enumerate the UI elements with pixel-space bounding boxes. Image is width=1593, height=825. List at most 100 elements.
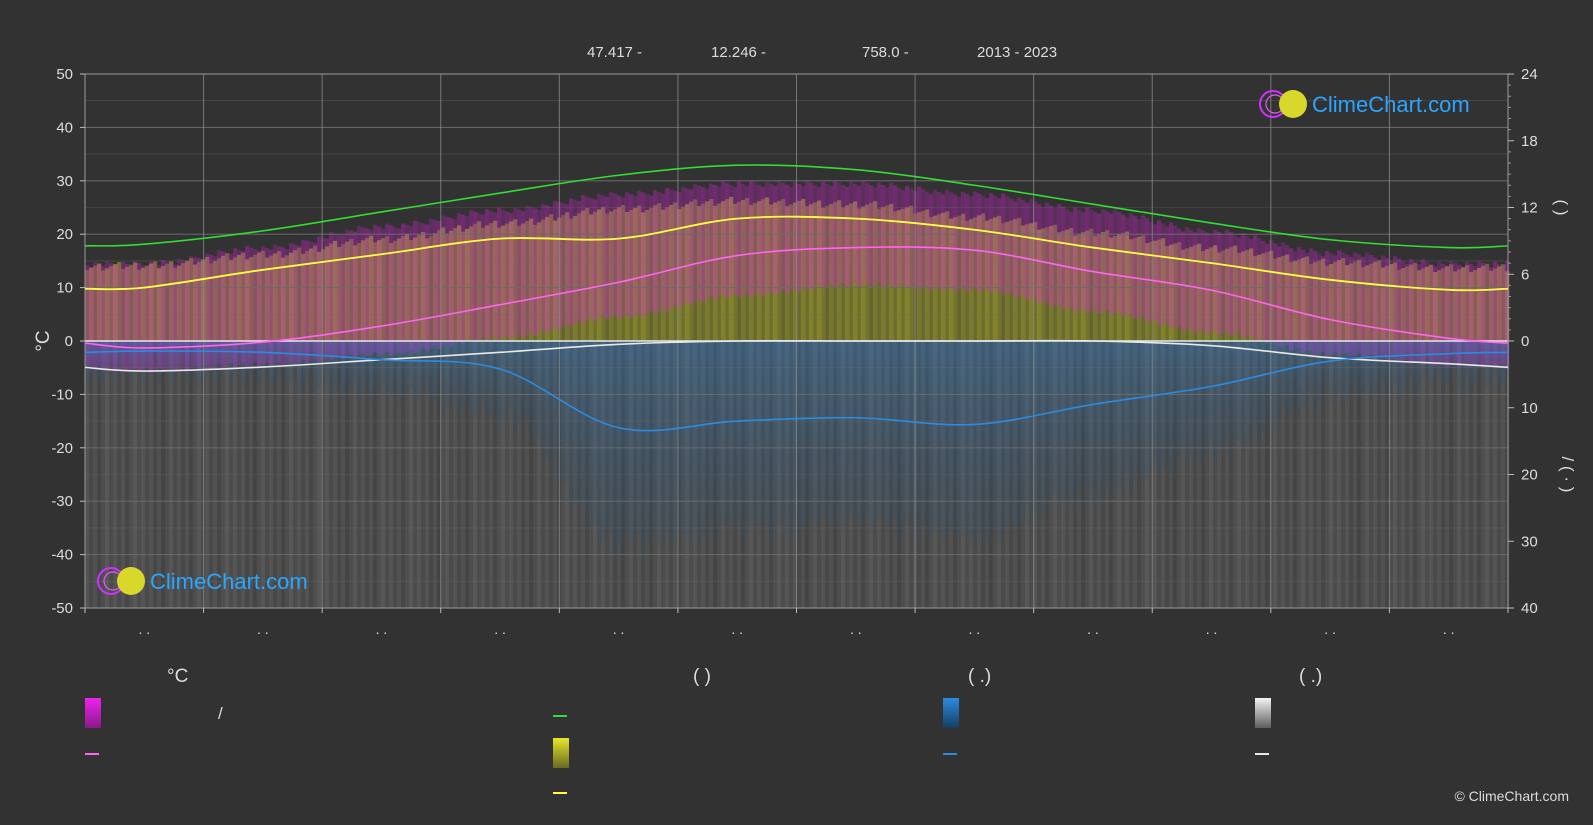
- legend-temp-band-label: /: [218, 704, 223, 723]
- rain-strip: [793, 341, 798, 520]
- sunshine-strip: [313, 245, 318, 341]
- temperature-strip: [341, 235, 346, 359]
- rain-strip: [649, 341, 654, 538]
- sunshine-strip: [941, 212, 946, 341]
- rain-strip: [1489, 341, 1494, 381]
- rain-strip: [281, 341, 286, 369]
- temperature-strip: [821, 181, 826, 289]
- sunshine-strip: [1213, 245, 1218, 341]
- sunshine-strip: [161, 266, 166, 341]
- temperature-strip: [957, 196, 962, 290]
- rain-strip: [241, 341, 246, 388]
- rain-strip: [1145, 341, 1150, 480]
- rain-strip: [797, 341, 802, 538]
- temperature-strip: [1085, 207, 1090, 314]
- rain-strip: [625, 341, 630, 532]
- sunshine-strip: [1445, 266, 1450, 341]
- rain-strip: [357, 341, 362, 400]
- rain-strip: [1413, 341, 1418, 394]
- sunshine-strip: [353, 245, 358, 341]
- rain-strip: [1437, 341, 1442, 374]
- temperature-strip: [349, 230, 354, 354]
- rain-strip: [633, 341, 638, 543]
- sunshine-strip: [793, 202, 798, 341]
- temperature-strip: [933, 189, 938, 289]
- sunshine-strip: [597, 209, 602, 341]
- rain-strip: [1333, 341, 1338, 397]
- temperature-strip: [593, 199, 598, 322]
- temperature-strip: [705, 188, 710, 300]
- temperature-strip: [1361, 257, 1366, 358]
- temperature-strip: [1193, 232, 1198, 334]
- temperature-strip: [1381, 255, 1386, 357]
- sunshine-strip: [309, 248, 314, 341]
- sunshine-strip: [1013, 219, 1018, 341]
- sunshine-strip: [1037, 229, 1042, 341]
- sunshine-strip: [1193, 245, 1198, 341]
- rain-strip: [585, 341, 590, 527]
- temperature-strip: [521, 211, 526, 339]
- sunshine-strip: [145, 265, 150, 341]
- sunshine-strip: [693, 199, 698, 341]
- rain-strip: [901, 341, 906, 532]
- rain-strip: [1313, 341, 1318, 410]
- temperature-strip: [989, 193, 994, 293]
- x-tick-label: . .: [1443, 621, 1455, 637]
- sunshine-strip: [997, 215, 1002, 341]
- rain-strip: [1317, 341, 1322, 401]
- rain-strip: [517, 341, 522, 424]
- rain-strip: [365, 341, 370, 387]
- legend-mean-temp-line: [85, 753, 99, 755]
- temperature-strip: [1081, 212, 1086, 309]
- sunshine-strip: [1009, 220, 1014, 341]
- temperature-strip: [1337, 250, 1342, 357]
- rain-strip: [681, 341, 686, 526]
- rain-strip: [813, 341, 818, 534]
- rain-strip: [933, 341, 938, 532]
- sunshine-strip: [1105, 230, 1110, 341]
- rain-strip: [1101, 341, 1106, 497]
- sunshine-strip: [529, 218, 534, 341]
- temperature-strip: [1389, 260, 1394, 360]
- sunshine-strip: [945, 211, 950, 341]
- rain-strip: [761, 341, 766, 529]
- rain-strip: [489, 341, 494, 416]
- rain-strip: [725, 341, 730, 518]
- temperature-strip: [345, 229, 350, 357]
- temperature-strip: [445, 216, 450, 344]
- temperature-strip: [1433, 266, 1438, 367]
- x-tick-label: . .: [1206, 621, 1218, 637]
- sunshine-strip: [1177, 242, 1182, 341]
- logo-layer: ClimeChart.com ClimeChart.com: [97, 90, 1470, 595]
- rain-strip: [773, 341, 778, 532]
- sunshine-strip: [89, 267, 94, 341]
- sunshine-strip: [1085, 230, 1090, 341]
- rain-strip: [1401, 341, 1406, 392]
- temperature-strip: [217, 250, 222, 365]
- sunshine-strip: [389, 242, 394, 341]
- rain-strip: [473, 341, 478, 416]
- temperature-strip: [697, 185, 702, 299]
- temperature-strip: [1021, 199, 1026, 296]
- sunshine-strip: [409, 240, 414, 341]
- sunshine-strip: [1025, 224, 1030, 341]
- temperature-strip: [493, 212, 498, 337]
- temperature-strip: [1289, 248, 1294, 351]
- rain-strip: [1485, 341, 1490, 388]
- sunshine-strip: [1285, 254, 1290, 341]
- rain-strip: [881, 341, 886, 514]
- temperature-strip: [253, 249, 258, 363]
- sunshine-strip: [893, 211, 898, 341]
- x-tick-label: . .: [613, 621, 625, 637]
- temperature-strip: [869, 185, 874, 287]
- temperature-strip: [633, 196, 638, 316]
- temperature-strip: [993, 195, 998, 292]
- temperature-strip: [1205, 232, 1210, 335]
- temperature-strip: [881, 185, 886, 288]
- rain-strip: [925, 341, 930, 520]
- rain-strip: [401, 341, 406, 401]
- temperature-strip: [1421, 259, 1426, 366]
- rain-strip: [1037, 341, 1042, 505]
- rain-strip: [169, 341, 174, 387]
- temperature-strip: [1265, 243, 1270, 344]
